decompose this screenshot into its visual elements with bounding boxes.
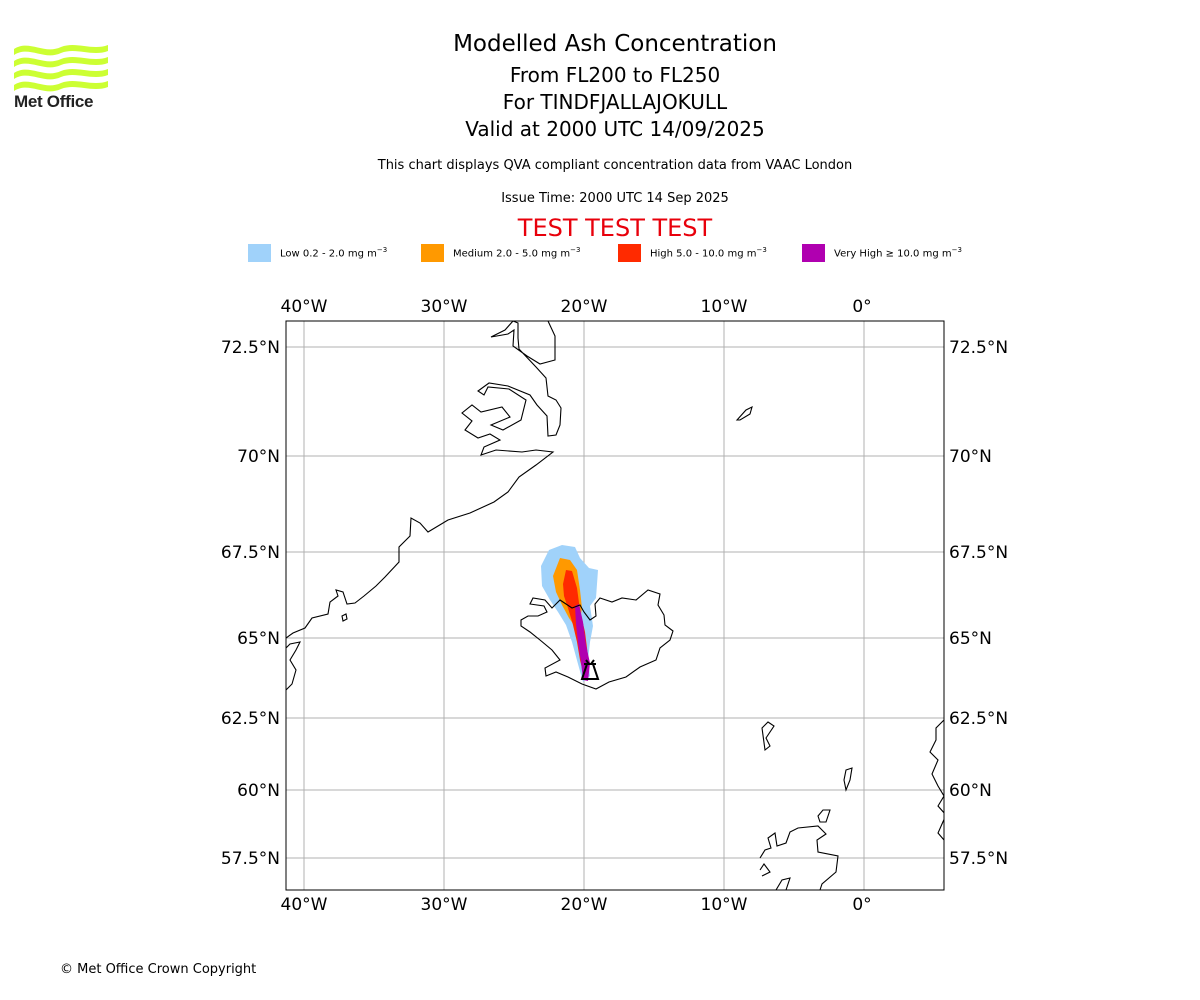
norway-islet [843,767,853,792]
lon-labels-bottom: 40°W 30°W 20°W 10°W 0° [281,895,872,915]
met-office-logo-icon [14,45,108,92]
lon-label-top-40w: 40°W [281,297,328,317]
volcano-marker-icon [580,659,600,680]
legend-swatch-very-high [802,244,825,262]
lon-label-bottom-10w: 10°W [701,895,748,915]
legend-swatch-high [618,244,641,262]
legend-label-high: High 5.0 - 10.0 mg m−3 [650,246,767,260]
test-banner: TEST TEST TEST [517,214,713,242]
lat-labels-right: 72.5°N 70°N 67.5°N 65°N 62.5°N 60°N 57.5… [949,338,1008,869]
lat-label-right-70n: 70°N [949,447,992,467]
issue-time: Issue Time: 2000 UTC 14 Sep 2025 [501,191,729,206]
faroe-islands-coast [761,721,775,752]
lon-label-bottom-30w: 30°W [421,895,468,915]
lat-label-right-67-5n: 67.5°N [949,543,1008,563]
lat-label-left-62-5n: 62.5°N [221,709,280,729]
scotland-coast [759,825,839,890]
copyright-notice: © Met Office Crown Copyright [60,962,257,977]
map-gridlines [286,321,944,890]
legend-label-low: Low 0.2 - 2.0 mg m−3 [280,246,388,260]
lat-label-left-57-5n: 57.5°N [221,849,280,869]
legend-label-very-high: Very High ≥ 10.0 mg m−3 [834,246,962,260]
lat-label-left-70n: 70°N [237,447,280,467]
lon-label-top-0: 0° [852,297,871,317]
lat-label-right-72-5n: 72.5°N [949,338,1008,358]
chart-title: Modelled Ash Concentration [453,31,777,57]
volcano-name: For TINDFJALLAJOKULL [502,90,728,114]
lat-label-left-65n: 65°N [237,629,280,649]
lon-label-bottom-20w: 20°W [561,895,608,915]
iceland-coast [520,589,674,690]
lat-label-right-60n: 60°N [949,781,992,801]
map-border [285,320,945,891]
lat-labels-left: 72.5°N 70°N 67.5°N 65°N 62.5°N 60°N 57.5… [221,338,280,869]
shetland-coast [817,809,831,823]
logo-text: Met Office [14,92,94,111]
lat-label-right-65n: 65°N [949,629,992,649]
greenland-coast [286,321,562,639]
lon-label-top-30w: 30°W [421,297,468,317]
lat-label-left-72-5n: 72.5°N [221,338,280,358]
legend-label-medium: Medium 2.0 - 5.0 mg m−3 [453,246,581,260]
valid-time: Valid at 2000 UTC 14/09/2025 [465,117,765,141]
lat-label-left-67-5n: 67.5°N [221,543,280,563]
lat-label-right-62-5n: 62.5°N [949,709,1008,729]
coastlines [286,321,944,890]
jan-mayen-coast [735,405,753,421]
greenland-islet [341,613,348,622]
flight-level-range: From FL200 to FL250 [509,63,721,87]
lat-label-right-57-5n: 57.5°N [949,849,1008,869]
legend-swatch-medium [421,244,444,262]
legend-swatch-low [248,244,271,262]
lon-labels-top: 40°W 30°W 20°W 10°W 0° [281,297,872,317]
lon-label-top-20w: 20°W [561,297,608,317]
lat-label-left-60n: 60°N [237,781,280,801]
norway-coast [929,719,944,841]
lon-label-bottom-40w: 40°W [281,895,328,915]
greenland-coast-west [286,641,301,691]
lon-label-top-10w: 10°W [701,297,748,317]
chart-description: This chart displays QVA compliant concen… [377,158,853,173]
lon-label-bottom-0: 0° [852,895,871,915]
